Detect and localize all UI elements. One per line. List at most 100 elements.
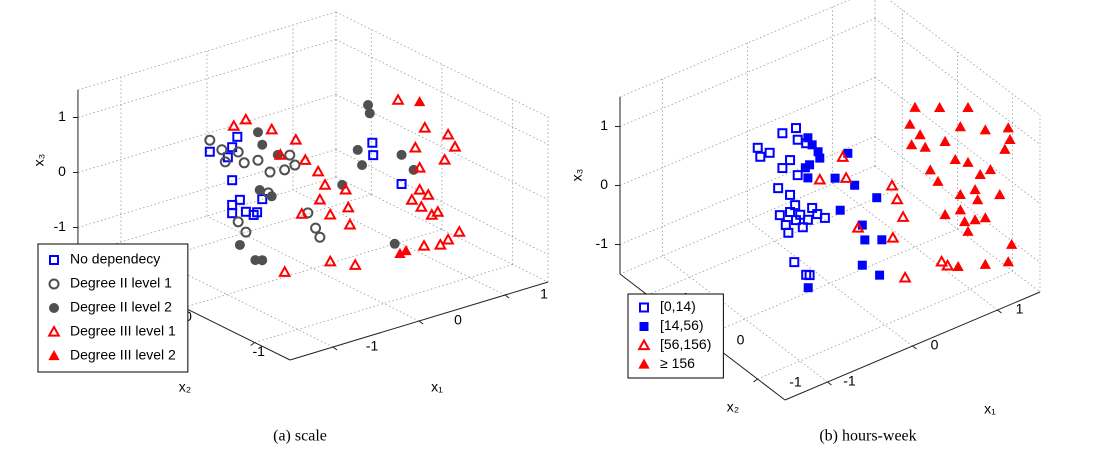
data-point [755, 151, 766, 162]
data-point [318, 178, 332, 190]
data-point [979, 258, 991, 269]
data-point [904, 118, 916, 129]
data-point [298, 153, 312, 165]
data-point [254, 185, 265, 196]
grid-line [77, 39, 337, 118]
data-point [239, 112, 253, 125]
grid-line [619, 18, 876, 127]
data-point [400, 244, 412, 256]
data-point [774, 210, 785, 221]
x1-tick-label: 1 [540, 286, 548, 302]
data-point [877, 235, 887, 245]
x1-tick-label: 0 [454, 312, 462, 328]
legend-label: Degree III level 1 [70, 323, 176, 339]
data-point [1004, 133, 1016, 145]
x3-tick-label: 0 [600, 176, 608, 192]
data-point [764, 147, 775, 158]
box-edge [888, 0, 1041, 116]
data-point [363, 100, 374, 111]
data-point [389, 238, 400, 249]
x2-tick-label: 0 [737, 332, 745, 348]
x1-tick-label: -1 [843, 373, 856, 389]
tick-mark [332, 346, 338, 351]
data-point [284, 149, 296, 161]
data-point [952, 260, 964, 271]
data-point [999, 143, 1011, 154]
data-point [257, 194, 268, 205]
data-point [232, 146, 244, 158]
data-point [949, 153, 961, 165]
data-point [994, 188, 1006, 200]
data-point [792, 134, 803, 145]
data-point [257, 139, 268, 150]
data-point [785, 189, 796, 200]
data-point [971, 194, 984, 205]
data-point [232, 131, 243, 142]
data-point [797, 222, 808, 233]
data-point [219, 156, 231, 168]
data-point [851, 221, 865, 233]
data-point [391, 93, 405, 105]
data-point [783, 227, 794, 238]
data-point [227, 119, 241, 131]
data-point [357, 160, 368, 171]
data-point [408, 140, 422, 153]
data-point [273, 148, 287, 160]
tick-mark [418, 320, 424, 325]
x1-tick-label: 0 [931, 337, 939, 353]
tick-mark [827, 381, 832, 386]
data-point [896, 210, 910, 222]
box-edge [335, 11, 549, 118]
grid-line [77, 149, 337, 228]
data-point [954, 121, 967, 132]
data-point [257, 255, 268, 266]
data-point [836, 150, 850, 162]
data-point [414, 200, 428, 212]
data-point [773, 183, 784, 194]
legend-marker [49, 255, 59, 265]
grid-line [335, 39, 549, 145]
x2-axis-label: x₂ [179, 379, 191, 395]
caption: (a) scale [273, 428, 327, 445]
legend-marker [48, 278, 60, 290]
data-point [909, 101, 921, 112]
data-point [914, 129, 926, 140]
data-point [311, 164, 325, 177]
x3-tick-label: 1 [600, 117, 608, 133]
data-point [932, 175, 944, 186]
data-point [850, 180, 860, 190]
data-point [819, 212, 830, 223]
data-point [204, 134, 216, 146]
data-point [417, 239, 431, 251]
data-point [413, 183, 427, 195]
data-point [777, 128, 788, 139]
legend-marker [639, 322, 649, 331]
data-point [394, 247, 406, 258]
data-point [791, 123, 801, 134]
x3-tick-label: 1 [58, 108, 66, 124]
grid-line [874, 18, 1041, 145]
data-point [800, 163, 810, 173]
data-point [314, 231, 326, 243]
legend-marker [48, 350, 60, 361]
data-point [789, 257, 800, 268]
grid-line [77, 94, 337, 173]
data-point [438, 153, 452, 165]
data-point [348, 258, 362, 270]
data-point [227, 175, 238, 186]
data-point [979, 124, 991, 135]
data-point [860, 235, 870, 245]
data-point [339, 182, 353, 195]
data-point [941, 258, 955, 271]
data-point [405, 193, 419, 205]
data-point [984, 164, 997, 175]
data-point [289, 159, 301, 171]
data-point [803, 173, 813, 183]
legend-label: Degree II level 2 [70, 299, 172, 315]
data-point [919, 141, 931, 152]
data-point [227, 208, 238, 219]
data-point [962, 101, 974, 113]
data-point [418, 120, 432, 133]
data-point [969, 214, 981, 225]
data-point [248, 209, 259, 220]
